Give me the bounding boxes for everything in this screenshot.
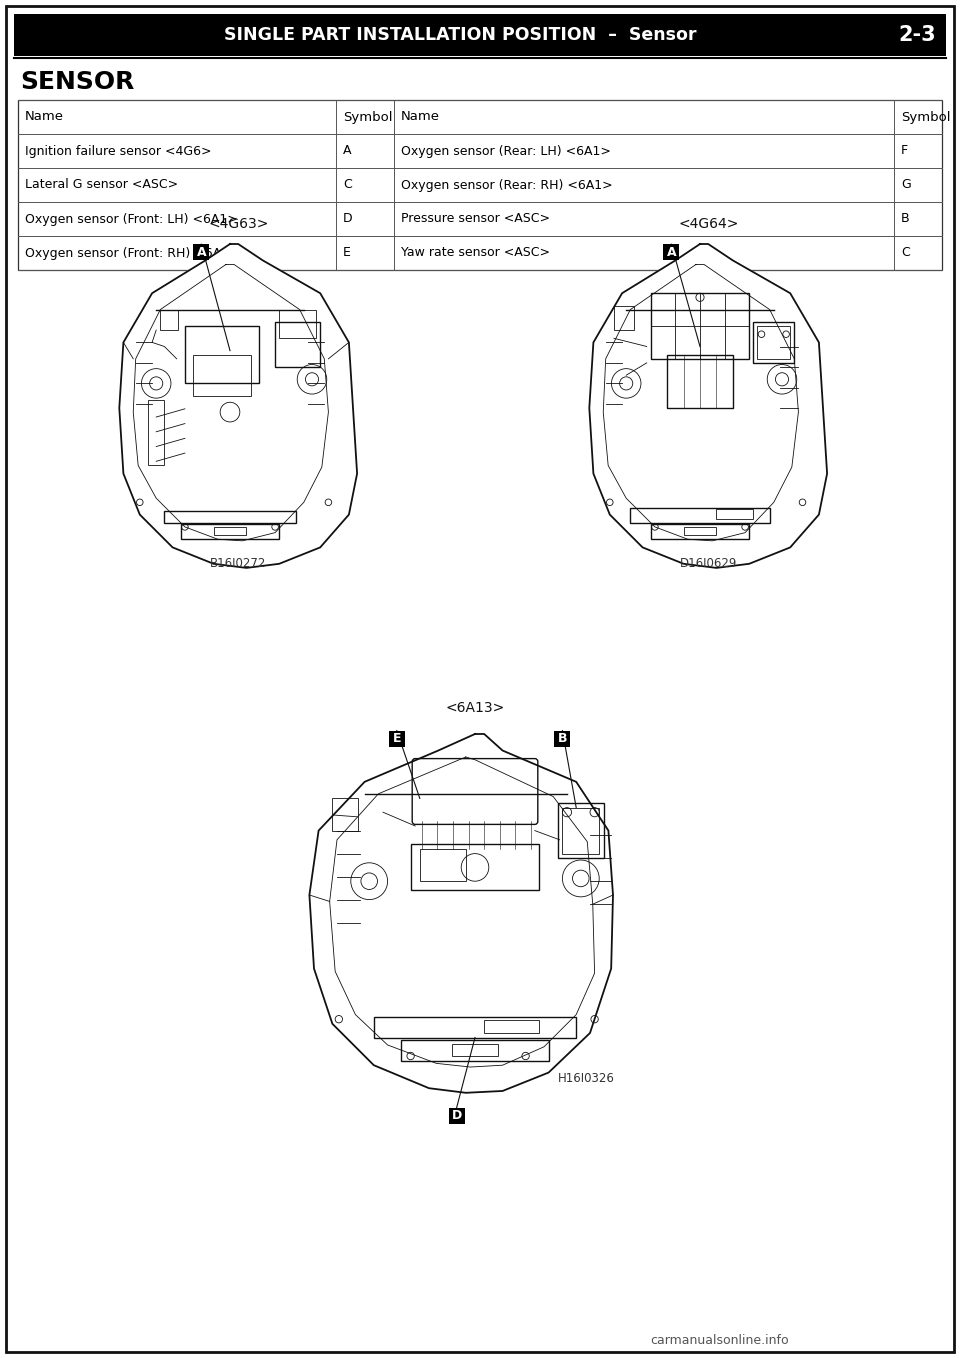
Text: Oxygen sensor (Rear: LH) <6A1>: Oxygen sensor (Rear: LH) <6A1>	[401, 144, 611, 158]
Text: B: B	[558, 732, 567, 746]
Bar	[279, 310, 316, 338]
Text: B: B	[901, 212, 910, 225]
Text: Symbol: Symbol	[901, 110, 950, 124]
Bar	[448, 1108, 465, 1124]
Bar	[555, 731, 570, 747]
Text: SENSOR: SENSOR	[20, 71, 134, 94]
Bar	[213, 527, 247, 535]
Bar	[193, 354, 251, 395]
Bar	[631, 508, 770, 523]
Text: A: A	[666, 246, 676, 259]
Bar	[754, 322, 794, 363]
Text: Oxygen sensor (Front: LH) <6A1>: Oxygen sensor (Front: LH) <6A1>	[25, 212, 238, 225]
Bar	[684, 527, 716, 535]
Bar	[663, 244, 680, 261]
Text: Name: Name	[25, 110, 64, 124]
Text: G: G	[901, 178, 911, 191]
Text: C: C	[901, 247, 910, 259]
Bar	[373, 1017, 576, 1038]
Bar	[276, 322, 321, 367]
Bar	[164, 511, 296, 523]
Text: 2-3: 2-3	[899, 24, 936, 45]
Text: Symbol: Symbol	[343, 110, 393, 124]
Bar	[484, 1020, 540, 1033]
Bar	[185, 326, 258, 383]
Text: Name: Name	[401, 110, 440, 124]
Bar	[389, 731, 405, 747]
Bar	[401, 1040, 548, 1061]
Bar	[558, 803, 604, 858]
Text: B16I0272: B16I0272	[210, 557, 266, 570]
Bar	[14, 14, 946, 56]
Text: carmanualsonline.info: carmanualsonline.info	[651, 1334, 789, 1347]
Bar	[332, 799, 358, 831]
Text: E: E	[393, 732, 401, 746]
Text: Pressure sensor <ASC>: Pressure sensor <ASC>	[401, 212, 550, 225]
Bar	[411, 845, 540, 891]
Text: <4G64>: <4G64>	[678, 216, 738, 231]
Text: D16I0629: D16I0629	[680, 557, 737, 570]
Text: H16I0326: H16I0326	[558, 1073, 614, 1085]
Bar	[420, 849, 466, 881]
Text: A: A	[343, 144, 351, 158]
Bar	[716, 509, 754, 519]
Text: <4G63>: <4G63>	[208, 216, 269, 231]
Text: <6A13>: <6A13>	[445, 701, 505, 716]
Text: Yaw rate sensor <ASC>: Yaw rate sensor <ASC>	[401, 247, 550, 259]
Bar	[160, 310, 179, 330]
Bar	[18, 100, 942, 270]
Text: C: C	[343, 178, 351, 191]
Bar	[563, 808, 599, 854]
Text: D: D	[451, 1109, 462, 1122]
Bar	[757, 326, 790, 359]
Text: Oxygen sensor (Rear: RH) <6A1>: Oxygen sensor (Rear: RH) <6A1>	[401, 178, 612, 191]
Bar	[193, 244, 209, 261]
Polygon shape	[309, 735, 613, 1093]
Text: Oxygen sensor (Front: RH) <6A1>: Oxygen sensor (Front: RH) <6A1>	[25, 247, 239, 259]
Polygon shape	[119, 244, 357, 568]
Bar	[651, 524, 749, 539]
Polygon shape	[589, 244, 828, 568]
Text: F: F	[901, 144, 908, 158]
Bar	[180, 524, 279, 539]
Bar	[651, 293, 749, 359]
Text: Ignition failure sensor <4G6>: Ignition failure sensor <4G6>	[25, 144, 211, 158]
Text: SINGLE PART INSTALLATION POSITION  –  Sensor: SINGLE PART INSTALLATION POSITION – Sens…	[224, 26, 696, 43]
Bar	[148, 399, 164, 466]
Bar	[452, 1044, 498, 1057]
Text: Lateral G sensor <ASC>: Lateral G sensor <ASC>	[25, 178, 179, 191]
Text: D: D	[343, 212, 352, 225]
Text: E: E	[343, 247, 350, 259]
Bar	[613, 306, 635, 330]
Bar	[667, 354, 732, 407]
Text: A: A	[197, 246, 206, 259]
